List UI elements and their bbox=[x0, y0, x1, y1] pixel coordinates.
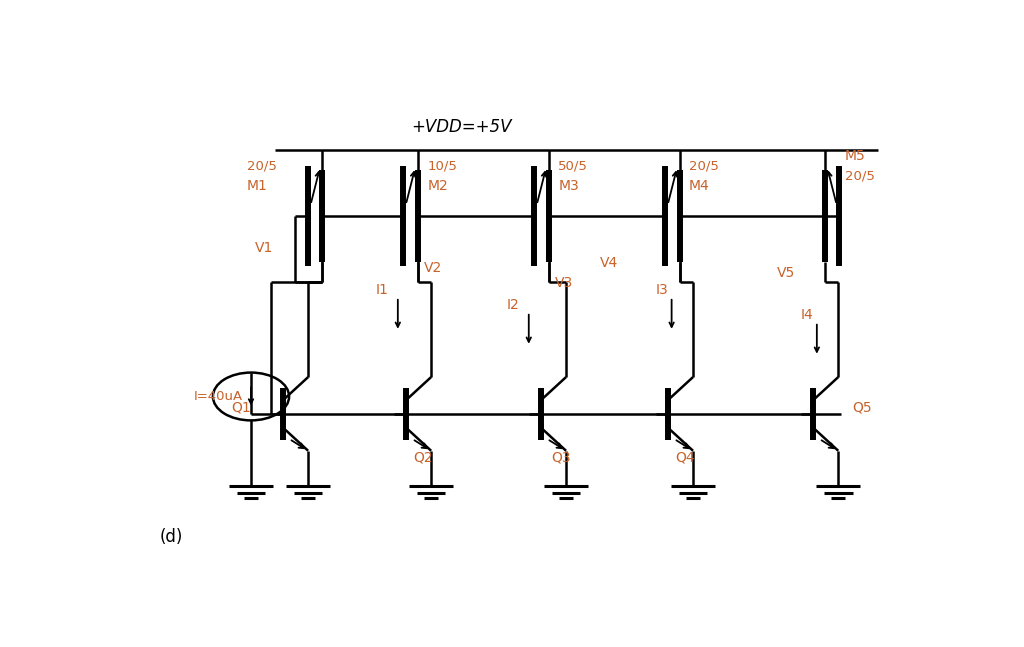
Text: V1: V1 bbox=[255, 241, 273, 255]
Text: 20/5: 20/5 bbox=[689, 160, 719, 173]
Text: M1: M1 bbox=[247, 179, 268, 193]
Text: V5: V5 bbox=[777, 266, 796, 280]
Text: 20/5: 20/5 bbox=[845, 170, 874, 182]
Text: Q4: Q4 bbox=[676, 450, 695, 465]
Text: I1: I1 bbox=[376, 283, 388, 298]
Text: I3: I3 bbox=[655, 283, 669, 298]
Text: V3: V3 bbox=[555, 276, 573, 290]
Text: Q2: Q2 bbox=[414, 450, 433, 465]
Text: V4: V4 bbox=[600, 256, 618, 270]
Text: I=40uA: I=40uA bbox=[194, 390, 243, 403]
Text: 20/5: 20/5 bbox=[247, 160, 276, 173]
Text: Q3: Q3 bbox=[551, 450, 570, 465]
Text: M4: M4 bbox=[689, 179, 710, 193]
Text: I4: I4 bbox=[801, 308, 814, 322]
Text: I2: I2 bbox=[507, 298, 519, 313]
Text: Q5: Q5 bbox=[853, 400, 872, 415]
Text: +VDD=+5V: +VDD=+5V bbox=[411, 118, 512, 137]
Text: 50/5: 50/5 bbox=[558, 160, 588, 173]
Text: M5: M5 bbox=[845, 149, 865, 163]
Text: M2: M2 bbox=[427, 179, 447, 193]
Text: (d): (d) bbox=[160, 528, 183, 546]
Text: V2: V2 bbox=[424, 261, 442, 275]
Text: M3: M3 bbox=[558, 179, 579, 193]
Text: Q1: Q1 bbox=[231, 400, 251, 415]
Text: 10/5: 10/5 bbox=[427, 160, 457, 173]
